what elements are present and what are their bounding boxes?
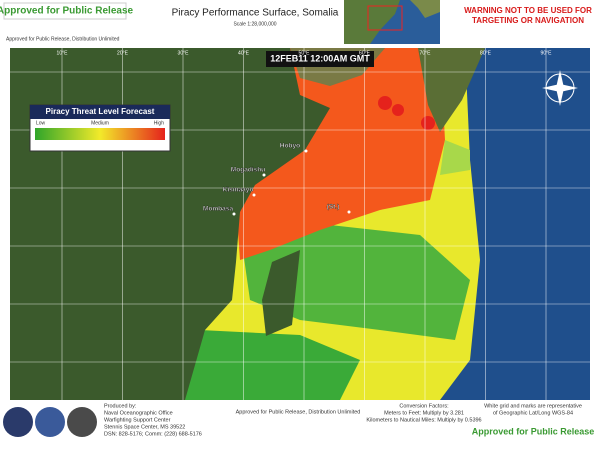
longitude-label: 10°E [57,50,69,56]
conversion-line: Meters to Feet: Multiply by 3.281 [384,410,464,416]
longitude-label: 80°E [480,50,492,56]
legend-title: Piracy Threat Level Forecast [46,107,155,116]
legend-bar [35,128,165,140]
place-marker [347,210,351,214]
warning-line: TARGETING OR NAVIGATION [472,16,584,25]
longitude-label: 60°E [359,50,371,56]
producer-line: Naval Oceanographic Office [104,410,173,416]
timestamp-box [266,51,374,67]
compass [542,70,578,106]
map [10,48,590,400]
place-label: Mombasa [203,206,233,213]
place-label: Kismaayo [223,187,254,194]
release-badge: Approved for Public Release [0,6,134,17]
footer-bg [0,400,600,444]
grid-note-line: of Geographic Lat/Long WGS-84 [493,410,573,416]
longitude-label: 40°E [238,50,250,56]
place-label: Hobyo [280,143,300,150]
longitude-label: 20°E [117,50,129,56]
conversion-line: Kilometers to Nautical Miles: Multiply b… [366,417,481,423]
place-marker [232,212,236,216]
place-marker [252,193,256,197]
longitude-label: 30°E [178,50,190,56]
inset-map [344,0,440,44]
producer-line: Warfighting Support Center [104,417,171,423]
footer-distribution: Approved for Public Release, Distributio… [236,409,361,415]
producer-line: Produced by: [104,403,137,409]
longitude-label: 90°E [541,50,553,56]
place-label: (St.) [327,204,340,211]
conversion-line: Conversion Factors: [399,403,449,409]
producer-line: Stennis Space Center, MS 39522 [104,424,185,430]
release-badge-box [3,2,127,20]
scale: Scale 1:28,000,000 [233,21,276,27]
timestamp: 12FEB11 12:00AM GMT [270,53,370,63]
place-marker [304,149,308,153]
legend-medium: Medium [91,120,109,126]
place-label: Mogadishu [231,167,265,174]
longitude-label: 70°E [420,50,432,56]
title: Piracy Performance Surface, Somalia [172,8,339,19]
distribution: Approved for Public Release, Distributio… [6,36,120,42]
legend-high: High [154,120,165,126]
warning-line: WARNING NOT TO BE USED FOR [464,6,592,15]
producer-line: DSN: 828-5176; Comm: (228) 688-5176 [104,431,202,437]
place-marker [262,173,266,177]
legend: Piracy Threat Level Forecast Low Medium … [29,104,171,152]
grid-note-line: White grid and marks are representative [484,403,582,409]
footer-release-badge: Approved for Public Release [472,426,595,436]
legend-low: Low [36,120,46,126]
logos [3,407,97,437]
longitude-label: 50°E [299,50,311,56]
